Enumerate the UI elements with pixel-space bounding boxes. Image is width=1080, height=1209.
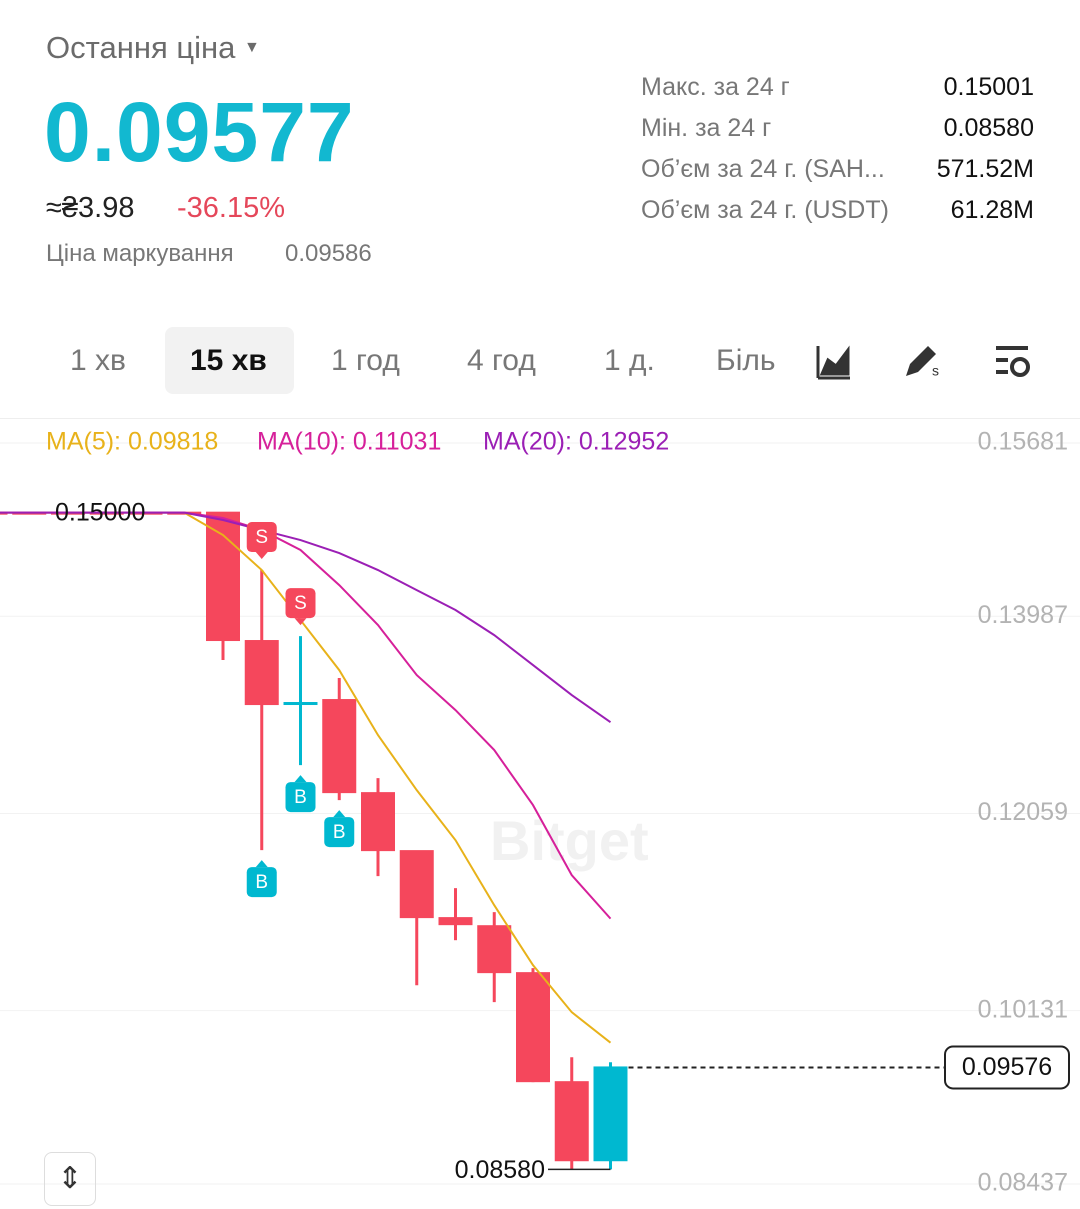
- trade-marker: [246, 522, 277, 553]
- trade-marker-label: B: [255, 872, 268, 893]
- trade-marker-label: S: [294, 593, 307, 614]
- toolbar-icons: s: [816, 345, 1030, 380]
- trade-marker-label: S: [255, 527, 268, 548]
- trade-marker-tip: [294, 775, 307, 783]
- tab[interactable]: 15 хв: [190, 344, 267, 377]
- stat-label: Об’єм за 24 г. (SAH...: [641, 155, 885, 183]
- trade-marker-tip: [333, 810, 346, 818]
- last-price: 0.09577: [44, 85, 355, 179]
- divider: [0, 418, 1080, 419]
- y-tick-label: 0.13987: [978, 601, 1068, 629]
- candle-body: [438, 917, 473, 926]
- tab[interactable]: 1 д.: [604, 344, 655, 377]
- change: -36.15%: [177, 192, 286, 224]
- y-tick-label: 0.15681: [978, 428, 1068, 456]
- candle-body: [244, 640, 279, 706]
- candle-body: [593, 1066, 628, 1162]
- stat-value: 0.08580: [943, 114, 1034, 142]
- trade-marker-tip: [294, 618, 307, 626]
- chart: Bitget 0.15681 0.13987 0.12059 0.10131 0.0843…: [0, 428, 1080, 1197]
- high-label: 0.15000: [55, 498, 145, 526]
- trade-marker: [324, 817, 355, 848]
- tab[interactable]: 4 год: [467, 344, 536, 377]
- dropdown-icon: ▼: [243, 39, 260, 56]
- trade-marker-label: B: [333, 822, 346, 843]
- mark-label: Ціна маркування: [46, 240, 234, 267]
- trade-marker: [285, 588, 316, 619]
- last-price-label: 0.09576: [962, 1053, 1052, 1081]
- legend-entry: MA(5): 0.09818: [46, 428, 218, 456]
- candle-body: [516, 972, 550, 1083]
- candle-body: [399, 850, 434, 919]
- stat-label: Макс. за 24 г: [641, 73, 790, 101]
- ma-line: [0, 511, 612, 723]
- trade-marker: [285, 782, 316, 813]
- candle-body: [283, 702, 318, 706]
- low-label: 0.08580: [455, 1156, 545, 1184]
- y-tick-label: 0.10131: [978, 995, 1068, 1023]
- candle-body: [477, 925, 512, 974]
- trade-marker-label: B: [294, 787, 307, 808]
- chart-type-icon[interactable]: [816, 345, 850, 380]
- fiat-price: ≈₴3.98: [46, 192, 135, 224]
- last-price-box: [944, 1045, 1070, 1090]
- trade-marker-tip: [255, 552, 268, 560]
- mark-price: 0.09586: [285, 240, 372, 267]
- tab-selected-bg: [165, 327, 294, 394]
- settings-icon[interactable]: [996, 346, 1028, 374]
- stat-label: Об’єм за 24 г. (USDT): [641, 196, 889, 224]
- tab[interactable]: 1 год: [331, 344, 400, 377]
- candle-body: [206, 511, 240, 642]
- trade-marker: [246, 867, 277, 898]
- candle-body: [361, 792, 395, 852]
- y-tick-label: 0.12059: [978, 798, 1068, 826]
- watermark: Bitget: [490, 809, 649, 872]
- legend-entry: MA(10): 0.11031: [257, 428, 441, 456]
- stat-value: 0.15001: [943, 73, 1034, 101]
- settings-icon-gear: [1010, 357, 1030, 377]
- candle-body: [554, 1081, 589, 1162]
- stat-value: 61.28M: [950, 196, 1034, 224]
- tab[interactable]: Біль: [716, 344, 776, 377]
- title-text: Остання ціна: [46, 30, 236, 65]
- draw-icon-s: s: [932, 363, 939, 379]
- stat-value: 571.52M: [936, 155, 1034, 183]
- candle-body: [322, 699, 357, 794]
- legend-entry: MA(20): 0.12952: [483, 428, 669, 456]
- y-tick-label: 0.08437: [978, 1169, 1068, 1197]
- tab[interactable]: 1 хв: [70, 344, 126, 377]
- trade-marker-tip: [255, 860, 268, 868]
- resize-button[interactable]: ⇕: [44, 1152, 96, 1206]
- price-title[interactable]: Остання ціна ▼: [46, 30, 260, 66]
- stat-label: Мін. за 24 г: [641, 114, 772, 142]
- draw-icon[interactable]: [906, 346, 936, 376]
